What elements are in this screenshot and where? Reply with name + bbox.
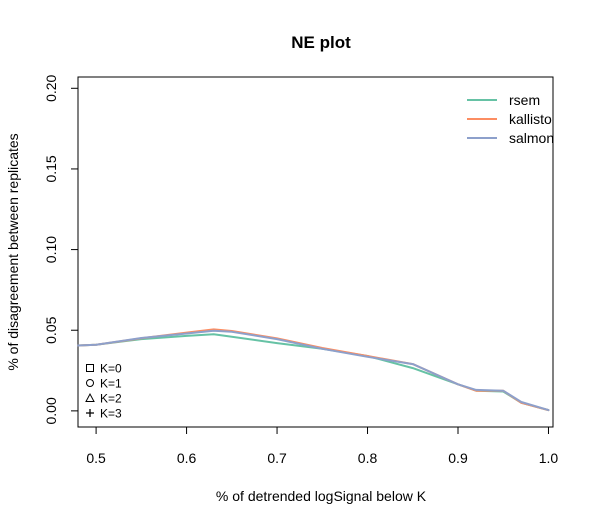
chart-title: NE plot xyxy=(291,33,351,52)
y-axis: 0.00 0.05 0.10 0.15 0.20 xyxy=(43,74,78,424)
x-tick-label: 0.6 xyxy=(177,450,197,466)
x-tick-label: 0.8 xyxy=(358,450,378,466)
x-tick-label: 1.0 xyxy=(539,450,559,466)
y-tick-label: 0.20 xyxy=(43,74,59,101)
triangle-icon xyxy=(85,392,95,402)
x-axis: 0.5 0.6 0.7 0.8 0.9 1.0 xyxy=(86,427,558,466)
x-tick-label: 0.9 xyxy=(448,450,468,466)
y-tick-label: 0.10 xyxy=(43,236,59,263)
plot-frame xyxy=(77,76,554,428)
plus-icon xyxy=(86,409,94,417)
y-tick-label: 0.15 xyxy=(43,155,59,182)
legend: rsem kallisto salmon xyxy=(467,92,554,146)
k-legend-label: K=0 xyxy=(100,362,122,376)
x-axis-label: % of detrended logSignal below K xyxy=(216,488,427,504)
k-legend-label: K=2 xyxy=(100,392,122,406)
square-icon xyxy=(86,364,94,372)
series-lines xyxy=(77,328,550,412)
k-legend-label: K=1 xyxy=(100,377,122,391)
series-line-kallisto xyxy=(77,328,550,412)
y-tick-label: 0.05 xyxy=(43,316,59,343)
x-tick-label: 0.7 xyxy=(267,450,287,466)
k-symbol-legend: K=0K=1K=2K=3 xyxy=(85,362,122,421)
y-tick-label: 0.00 xyxy=(43,397,59,424)
circle-icon xyxy=(86,379,94,387)
k-legend-label: K=3 xyxy=(100,407,122,421)
x-tick-label: 0.5 xyxy=(86,450,106,466)
legend-label-salmon: salmon xyxy=(509,130,554,146)
y-axis-label: % of disagreement between replicates xyxy=(5,133,21,370)
series-line-salmon xyxy=(77,329,550,412)
legend-label-rsem: rsem xyxy=(509,92,540,108)
legend-label-kallisto: kallisto xyxy=(509,111,552,127)
